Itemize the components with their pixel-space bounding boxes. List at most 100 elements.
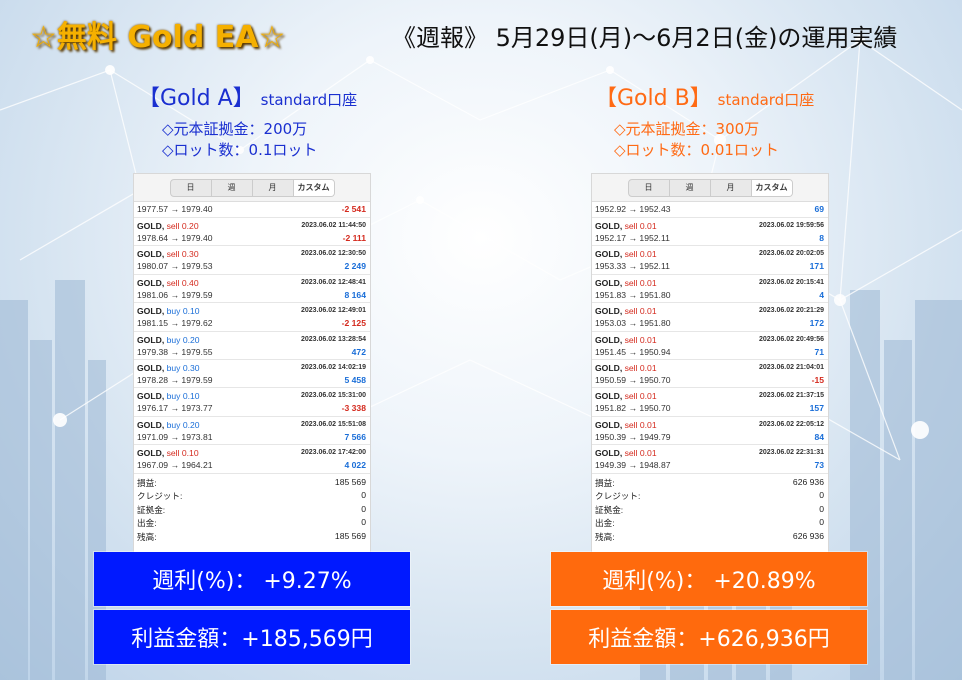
trade-side: sell 0.01: [624, 391, 657, 402]
summary-value: 185 569: [334, 530, 366, 541]
trade-price: 1980.07 → 1979.53: [137, 261, 213, 272]
trade-profit: 171: [809, 261, 824, 272]
trade-symbol: GOLD, buy 0.20: [137, 420, 200, 430]
trade-price: 1971.09 → 1973.81: [137, 431, 213, 442]
summary-label: 証拠金:: [137, 504, 166, 515]
trade-row[interactable]: GOLD, buy 0.10 2023.06.02 12:49:01 1981.15…: [134, 303, 370, 332]
trade-price: 1952.17 → 1952.11: [595, 233, 670, 243]
trade-profit: -2 541: [341, 204, 366, 214]
trade-symbol-name: GOLD,: [137, 277, 167, 288]
trade-profit: 8: [819, 233, 824, 243]
trade-symbol: GOLD, buy 0.20: [137, 335, 200, 345]
summary-value: 626 936: [792, 476, 824, 487]
trade-row[interactable]: GOLD, sell 0.01 2023.06.02 21:04:01 1950.5…: [592, 360, 828, 389]
trade-row[interactable]: GOLD, sell 0.01 2023.06.02 22:05:12 1950.3…: [592, 417, 828, 446]
trade-symbol: GOLD, sell 0.01: [595, 278, 657, 288]
account-b-name: 【Gold B】: [595, 86, 712, 111]
summary-value: 0: [361, 490, 366, 501]
trade-row[interactable]: GOLD, sell 0.30 2023.06.02 12:30:50 1980.0…: [134, 246, 370, 275]
trade-price: 1952.92 → 1952.43: [595, 204, 671, 214]
trade-symbol: GOLD, buy 0.10: [137, 391, 200, 401]
trade-profit: 8 164: [344, 289, 366, 300]
trade-row[interactable]: GOLD, sell 0.01 2023.06.02 20:21:29 1953.0…: [592, 303, 828, 332]
trade-time: 2023.06.02 20:15:41: [759, 278, 824, 286]
trade-time: 2023.06.02 21:04:01: [759, 363, 824, 371]
tab-period[interactable]: 週: [212, 179, 253, 196]
trade-profit: 69: [814, 204, 824, 214]
trade-row[interactable]: GOLD, sell 0.01 2023.06.02 19:59:56 1952.1…: [592, 218, 828, 247]
account-b-type: standard口座: [717, 91, 815, 109]
trade-profit: 5 458: [344, 374, 366, 385]
trade-symbol-name: GOLD,: [595, 391, 625, 402]
trade-symbol-name: GOLD,: [137, 391, 167, 402]
summary-row: 出金: 0: [592, 517, 828, 531]
trade-row[interactable]: GOLD, sell 0.01 2023.06.02 21:37:15 1951.8…: [592, 388, 828, 417]
trade-time: 2023.06.02 11:44:50: [301, 222, 366, 229]
trade-symbol: GOLD, sell 0.40: [137, 278, 199, 288]
account-a-profit-amount: 利益金額：+185,569円: [94, 610, 410, 664]
summary-value: 0: [361, 517, 366, 528]
trade-price: 1981.06 → 1979.59: [137, 289, 213, 300]
tab-period[interactable]: カスタム: [751, 179, 792, 196]
trade-profit: 4: [819, 289, 824, 300]
trade-profit: 472: [351, 346, 366, 357]
trade-row[interactable]: GOLD, sell 0.01 2023.06.02 22:31:31 1949.3…: [592, 445, 828, 474]
trade-side: buy 0.10: [166, 306, 200, 317]
trade-row[interactable]: GOLD, buy 0.20 2023.06.02 13:28:54 1979.38…: [134, 332, 370, 360]
summary-label: 損益:: [595, 477, 615, 488]
tab-period[interactable]: 日: [629, 179, 670, 196]
trade-row-partial: 1952.92 → 1952.43 69: [592, 202, 828, 218]
tab-period[interactable]: 日: [171, 179, 212, 196]
trade-side: sell 0.01: [624, 362, 657, 373]
summary-label: クレジット:: [595, 491, 641, 502]
trade-side: sell 0.01: [624, 277, 657, 288]
summary-row: 残高: 185 569: [134, 531, 370, 545]
trade-symbol-name: GOLD,: [137, 306, 167, 317]
tab-period[interactable]: 週: [670, 179, 711, 196]
trade-profit: -15: [811, 374, 824, 385]
trade-symbol-name: GOLD,: [595, 419, 625, 430]
summary-value: 0: [361, 503, 366, 514]
trade-symbol: GOLD, sell 0.01: [595, 448, 657, 458]
trade-symbol-name: GOLD,: [595, 221, 625, 231]
trade-symbol: GOLD, sell 0.01: [595, 391, 657, 401]
trade-price: 1978.64 → 1979.40: [137, 233, 213, 243]
trade-side: buy 0.10: [166, 391, 200, 402]
tab-period[interactable]: 月: [253, 179, 294, 196]
trade-row[interactable]: GOLD, sell 0.01 2023.06.02 20:02:05 1953.3…: [592, 246, 828, 275]
trade-row[interactable]: GOLD, sell 0.01 2023.06.02 20:49:56 1951.4…: [592, 332, 828, 360]
trade-side: sell 0.40: [166, 277, 199, 288]
trade-price: 1981.15 → 1979.62: [137, 318, 213, 329]
trade-row[interactable]: GOLD, sell 0.20 2023.06.02 11:44:50 1978.6…: [134, 218, 370, 247]
trade-price: 1951.45 → 1950.94: [595, 346, 671, 357]
trade-profit: 172: [809, 318, 824, 329]
tab-period[interactable]: カスタム: [293, 179, 334, 196]
tab-period[interactable]: 月: [711, 179, 752, 196]
trade-symbol-name: GOLD,: [137, 448, 167, 459]
trade-row[interactable]: GOLD, sell 0.01 2023.06.02 20:15:41 1951.8…: [592, 275, 828, 304]
trade-profit: 4 022: [344, 460, 366, 471]
trade-time: 2023.06.02 12:49:01: [301, 307, 366, 315]
trade-row[interactable]: GOLD, buy 0.30 2023.06.02 14:02:19 1978.28…: [134, 360, 370, 389]
trade-profit: 2 249: [344, 261, 366, 272]
trade-row[interactable]: GOLD, sell 0.10 2023.06.02 17:42:00 1967.0…: [134, 445, 370, 474]
trade-side: sell 0.01: [624, 419, 657, 430]
trade-row[interactable]: GOLD, buy 0.20 2023.06.02 15:51:08 1971.09…: [134, 417, 370, 446]
trade-time: 2023.06.02 12:30:50: [301, 250, 366, 258]
period-tabbar: 日週月カスタム: [169, 178, 335, 197]
trade-time: 2023.06.02 14:02:19: [301, 363, 366, 371]
trade-row[interactable]: GOLD, sell 0.40 2023.06.02 12:48:41 1981.0…: [134, 275, 370, 304]
trade-symbol-name: GOLD,: [137, 249, 167, 260]
summary-label: クレジット:: [137, 491, 183, 502]
summary-row: 損益: 626 936: [592, 477, 828, 491]
period-tab-strip: 日週月カスタム: [592, 174, 828, 202]
account-a-name: 【Gold A】: [138, 86, 255, 111]
account-summary: 損益: 626 936 クレジット: 0 証拠金: 0 出金: 0 残高: 626 936: [592, 474, 828, 545]
trade-symbol-name: GOLD,: [137, 419, 167, 430]
trade-symbol: GOLD, sell 0.01: [595, 249, 657, 259]
trade-time: 2023.06.02 21:37:15: [759, 392, 824, 400]
trade-row[interactable]: GOLD, buy 0.10 2023.06.02 15:31:00 1976.17…: [134, 388, 370, 417]
summary-value: 0: [819, 503, 824, 514]
trade-side: sell 0.01: [624, 448, 657, 459]
trade-time: 2023.06.02 20:21:29: [759, 307, 824, 315]
